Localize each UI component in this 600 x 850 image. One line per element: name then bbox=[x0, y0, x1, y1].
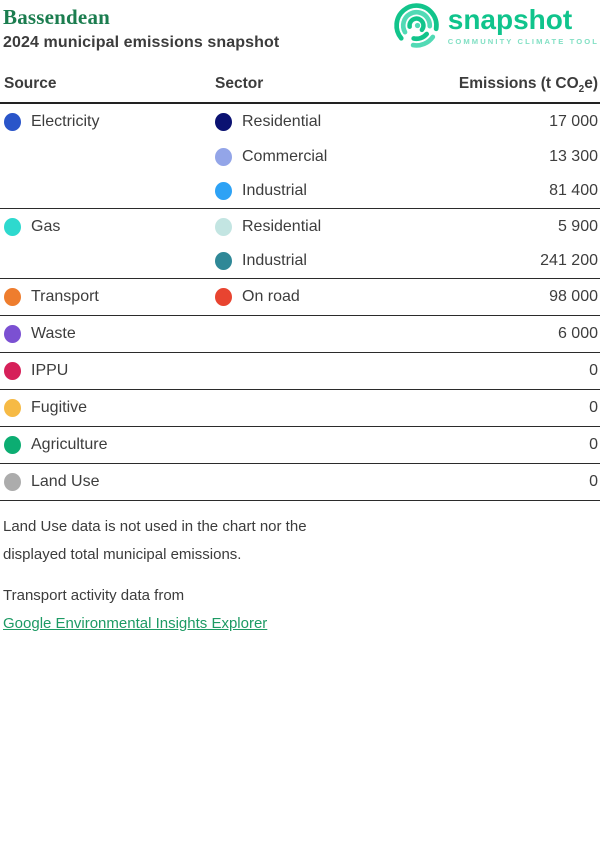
transport-note-text: Transport activity data from bbox=[3, 587, 185, 604]
snapshot-swirl-icon bbox=[393, 3, 439, 48]
transport-note: Transport activity data from Google Envi… bbox=[3, 582, 596, 638]
snapshot-tagline: COMMUNITY CLIMATE TOOL bbox=[447, 36, 599, 46]
source-label: IPPU bbox=[31, 362, 69, 379]
table-row: Transport On road 98 000 bbox=[0, 279, 600, 316]
source-color-dot bbox=[4, 436, 21, 454]
sector-cell: Industrial bbox=[215, 252, 420, 270]
emissions-value: 6 000 bbox=[557, 325, 598, 342]
sector-cell: Commercial bbox=[215, 147, 420, 166]
emissions-value: 17 000 bbox=[549, 112, 598, 130]
column-header-emissions: Emissions (t CO2e) bbox=[420, 75, 598, 96]
sector-label: On road bbox=[242, 288, 300, 305]
column-header-source: Source bbox=[4, 75, 57, 92]
source-cell: IPPU bbox=[4, 362, 215, 380]
emissions-value: 98 000 bbox=[549, 288, 598, 305]
source-cell: Fugitive bbox=[4, 399, 215, 417]
sector-label: Residential bbox=[242, 112, 322, 130]
source-cell: Agriculture bbox=[4, 436, 215, 454]
emissions-value: 241 200 bbox=[540, 252, 598, 269]
source-color-dot bbox=[4, 112, 21, 131]
source-cell: Land Use bbox=[4, 473, 215, 491]
sector-cell: On road bbox=[215, 288, 420, 306]
land-use-note-line1: Land Use data is not used in the chart n… bbox=[3, 518, 307, 535]
emissions-value: 0 bbox=[589, 473, 598, 490]
snapshot-wordmark: snapshot bbox=[447, 3, 573, 35]
source-cell: Gas bbox=[4, 217, 215, 236]
emissions-value: 13 300 bbox=[549, 147, 598, 165]
sector-color-dot bbox=[215, 147, 232, 166]
source-label: Electricity bbox=[31, 112, 100, 130]
sector-label: Commercial bbox=[242, 147, 328, 165]
land-use-note-line2: displayed total municipal emissions. bbox=[3, 546, 242, 563]
table-header-row: Source Sector Emissions (t CO2e) bbox=[0, 75, 600, 104]
sector-color-dot bbox=[215, 217, 232, 236]
sector-cell: Residential bbox=[215, 217, 420, 236]
emissions-table-body: Electricity Residential 17 000 Commercial 13… bbox=[0, 104, 600, 501]
emissions-value: 0 bbox=[589, 362, 598, 379]
source-label: Land Use bbox=[31, 473, 100, 490]
source-color-dot bbox=[4, 217, 21, 236]
emissions-header-text-end: e) bbox=[584, 75, 598, 92]
source-color-dot bbox=[4, 473, 21, 491]
snapshot-logo-text: snapshot COMMUNITY CLIMATE TOOL bbox=[447, 3, 599, 46]
emissions-header-text: Emissions (t CO bbox=[458, 75, 579, 92]
source-label: Gas bbox=[31, 217, 61, 235]
emissions-value: 0 bbox=[589, 436, 598, 453]
table-row: Waste 6 000 bbox=[0, 316, 600, 353]
table-row: Gas Residential 5 900 bbox=[0, 209, 600, 244]
source-cell: Electricity bbox=[4, 112, 215, 131]
snapshot-logo: snapshot COMMUNITY CLIMATE TOOL bbox=[392, 1, 599, 50]
source-color-dot bbox=[4, 362, 21, 380]
emissions-value: 0 bbox=[589, 399, 598, 416]
table-row: Electricity Residential 17 000 bbox=[0, 104, 600, 139]
source-label: Waste bbox=[31, 325, 76, 342]
sector-label: Industrial bbox=[242, 252, 307, 269]
emissions-table: Source Sector Emissions (t CO2e) Electri… bbox=[0, 75, 600, 501]
table-row: Industrial 241 200 bbox=[0, 244, 600, 279]
source-color-dot bbox=[4, 399, 21, 417]
emissions-value: 5 900 bbox=[557, 217, 598, 235]
source-color-dot bbox=[4, 288, 21, 306]
sector-label: Industrial bbox=[242, 182, 307, 199]
column-header-sector: Sector bbox=[215, 75, 264, 92]
table-row: Commercial 13 300 bbox=[0, 139, 600, 174]
sector-cell: Residential bbox=[215, 112, 420, 131]
emissions-value: 81 400 bbox=[549, 182, 598, 199]
table-row: Fugitive 0 bbox=[0, 390, 600, 427]
sector-color-dot bbox=[215, 182, 232, 200]
table-row: IPPU 0 bbox=[0, 353, 600, 390]
source-label: Transport bbox=[31, 288, 99, 305]
insights-explorer-link[interactable]: Google Environmental Insights Explorer bbox=[3, 615, 268, 632]
source-color-dot bbox=[4, 325, 21, 343]
table-row: Industrial 81 400 bbox=[0, 174, 600, 209]
report-subtitle: 2024 municipal emissions snapshot bbox=[3, 34, 280, 51]
source-cell: Waste bbox=[4, 325, 215, 343]
sector-color-dot bbox=[215, 252, 232, 270]
sector-color-dot bbox=[215, 112, 232, 131]
sector-label: Residential bbox=[242, 217, 322, 235]
sector-cell: Industrial bbox=[215, 182, 420, 200]
emissions-header-subscript: 2 bbox=[578, 84, 585, 96]
report-header: Bassendean 2024 municipal emissions snap… bbox=[0, 0, 600, 53]
table-row: Land Use 0 bbox=[0, 464, 600, 501]
table-row: Agriculture 0 bbox=[0, 427, 600, 464]
municipality-title: Bassendean bbox=[3, 5, 111, 29]
source-label: Agriculture bbox=[31, 436, 108, 453]
sector-color-dot bbox=[215, 288, 232, 306]
footnotes: Land Use data is not used in the chart n… bbox=[0, 501, 600, 638]
source-cell: Transport bbox=[4, 288, 215, 306]
land-use-note: Land Use data is not used in the chart n… bbox=[3, 513, 596, 569]
source-label: Fugitive bbox=[31, 399, 88, 416]
